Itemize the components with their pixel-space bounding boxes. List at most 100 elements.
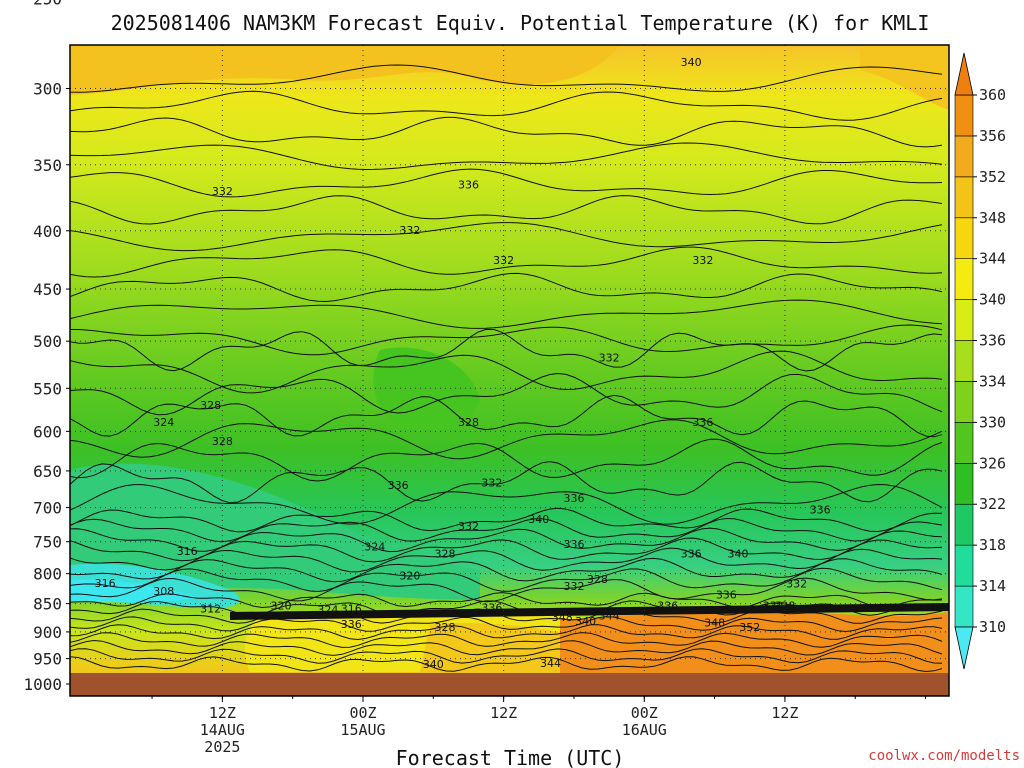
- credit-text: coolwx.com/modelts: [868, 748, 1020, 764]
- upper-orange-zone: [70, 45, 620, 95]
- y-tick-label: 300: [33, 80, 62, 99]
- colorbar-tick-label: 330: [979, 413, 1006, 431]
- colorbar-tick-label: 326: [979, 454, 1006, 472]
- contour-label: 324: [364, 541, 385, 554]
- contour-label: 336: [692, 416, 713, 429]
- mid-green-patch: [373, 347, 480, 431]
- contour-label: 348: [552, 611, 573, 624]
- contour-line: [70, 461, 943, 504]
- contour-label: 344: [599, 609, 620, 622]
- contour-line: [70, 372, 943, 416]
- contour-label-layer: 3443443403323363323323323323283243283283…: [95, 56, 831, 671]
- contour-line: [70, 517, 943, 543]
- contour-label: 336: [563, 492, 584, 505]
- y-tick-label: 550: [33, 379, 62, 398]
- colorbar-tick-label: 318: [979, 536, 1006, 554]
- colorbar-segment: [954, 422, 974, 464]
- grid: [70, 45, 949, 696]
- contour-line: [70, 547, 943, 573]
- contour-label: 332: [481, 477, 502, 490]
- colorbar-segment: [954, 544, 974, 587]
- contour-lines: [70, 64, 949, 673]
- colorbar-segment: [954, 258, 974, 300]
- low-orange-zone: [560, 612, 949, 673]
- contour-line: [70, 328, 943, 372]
- contour-line: [70, 438, 943, 482]
- contour-line: [70, 567, 943, 593]
- contour-label: 340: [728, 548, 749, 561]
- contour-line: [70, 419, 943, 460]
- colorbar-min-extension: [954, 626, 974, 670]
- y-tick-label: 1000: [23, 675, 62, 694]
- contour-label: 336: [810, 503, 831, 516]
- contour-label: 352: [739, 621, 760, 634]
- contour-label: 324: [153, 416, 174, 429]
- colorbar-segment: [954, 585, 974, 628]
- plot-area: 3443443403323363323323323323283243283283…: [70, 45, 949, 696]
- chart-title: 2025081406 NAM3KM Forecast Equiv. Potent…: [111, 11, 930, 35]
- contour-line: [70, 272, 943, 303]
- x-tick-label: 14AUG: [200, 721, 245, 739]
- contour-label: 336: [341, 618, 362, 631]
- contour-label: 340: [575, 615, 596, 628]
- y-tick-label: 700: [33, 499, 62, 518]
- contour-label: 344: [540, 657, 561, 670]
- colorbar-tick-label: 340: [979, 291, 1006, 309]
- contour-line: [70, 350, 943, 394]
- contour-label: 324: [317, 604, 338, 617]
- y-tick-label: 250: [33, 0, 62, 8]
- contour-line: [70, 222, 943, 252]
- contour-line: [70, 483, 943, 525]
- plot-frame: [69, 44, 950, 697]
- low-orange-zone-2: [420, 622, 560, 672]
- contour-label: 328: [458, 416, 479, 429]
- contour-label: 332: [599, 352, 620, 365]
- contour-label: 336: [481, 601, 502, 614]
- colorbar-segment: [954, 299, 974, 341]
- contour-line: [70, 639, 943, 656]
- colorbar-tick-label: 348: [979, 209, 1006, 227]
- colorbar-segment: [954, 94, 974, 137]
- contour-label: 332: [493, 254, 514, 267]
- colorbar: 310 314 318 322 326 330 334 336 340 344 348 352 356 3…: [954, 52, 1006, 670]
- contour-label: 312: [200, 602, 221, 615]
- contour-label: 348: [704, 617, 725, 630]
- contour-line: [70, 64, 943, 93]
- y-tick-label: 350: [33, 156, 62, 175]
- contour-label: 328: [435, 548, 456, 561]
- contour-label: 336: [657, 600, 678, 613]
- contour-label: 308: [153, 585, 174, 598]
- x-tick-label: 12Z: [490, 704, 517, 722]
- contour-label: 332: [458, 520, 479, 533]
- y-tick-label: 600: [33, 422, 62, 441]
- colorbar-max-extension: [954, 52, 974, 96]
- colorbar-segment: [954, 217, 974, 259]
- contour-label: 320: [399, 570, 420, 583]
- contour-line: [70, 656, 943, 673]
- colorbar-tick-label: 344: [979, 250, 1006, 268]
- colorbar-tick-label: 314: [979, 577, 1006, 595]
- y-tick-label: 650: [33, 462, 62, 481]
- contour-line: [70, 616, 943, 633]
- contour-label: 332: [763, 600, 784, 613]
- contour-line: [70, 299, 943, 329]
- contour-label: 336: [458, 179, 479, 192]
- x-tick-label: 15AUG: [340, 721, 385, 739]
- x-tick-label: 2025: [204, 738, 240, 756]
- contour-label: 320: [270, 600, 291, 613]
- y-tick-label: 500: [33, 332, 62, 351]
- contour-label: 316: [341, 602, 362, 615]
- contour-line: [70, 624, 943, 641]
- contour-label: 340: [681, 56, 702, 69]
- contour-label: 328: [435, 621, 456, 634]
- theta-e-zones: [70, 45, 949, 673]
- colorbar-tick-label: 356: [979, 127, 1006, 145]
- colorbar-segment: [954, 176, 974, 219]
- contour-label: 332: [692, 254, 713, 267]
- contour-label: 332: [563, 580, 584, 593]
- contour-label: 336: [716, 588, 737, 601]
- contour-line: [70, 527, 943, 553]
- colorbar-segment: [954, 381, 974, 423]
